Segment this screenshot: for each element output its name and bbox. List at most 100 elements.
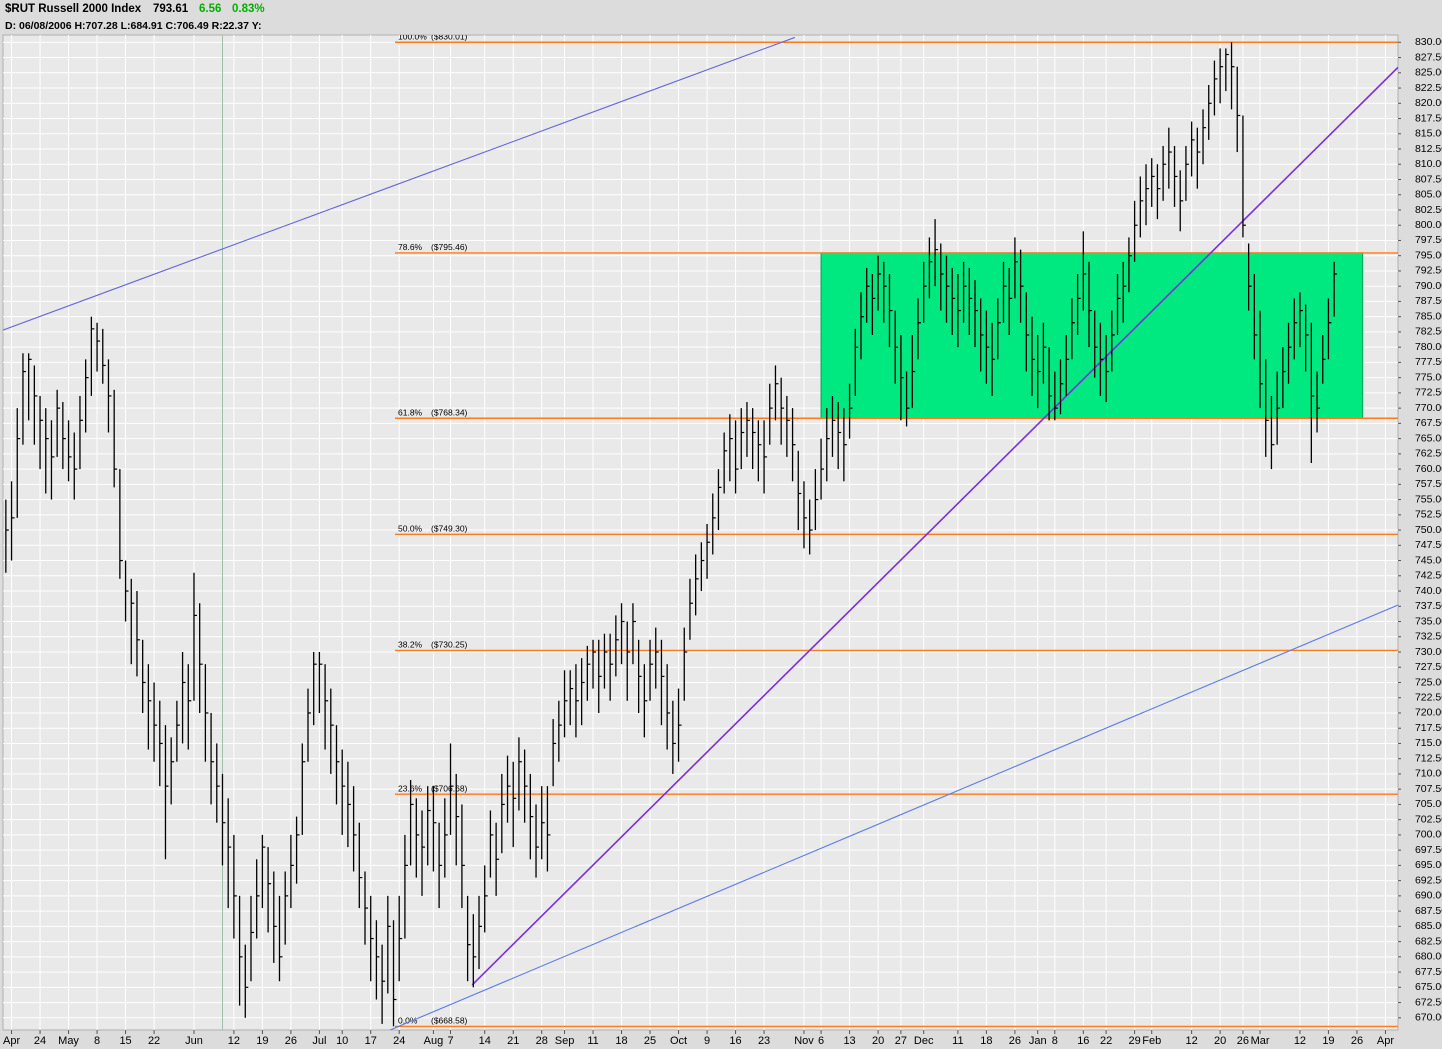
x-tick-label: 25 bbox=[644, 1035, 656, 1047]
y-tick-label: 735.00 bbox=[1415, 615, 1442, 627]
y-tick-label: 730.00 bbox=[1415, 646, 1442, 658]
y-tick-label: 815.00 bbox=[1415, 128, 1442, 140]
y-tick-label: 800.00 bbox=[1415, 219, 1442, 231]
y-tick-label: 795.00 bbox=[1415, 249, 1442, 261]
trend-line bbox=[389, 604, 1398, 1030]
y-tick-label: 765.00 bbox=[1415, 432, 1442, 444]
change-percent: 0.83% bbox=[232, 3, 265, 15]
x-tick-label: 12 bbox=[1294, 1035, 1306, 1047]
y-tick-label: 807.50 bbox=[1415, 173, 1442, 185]
y-tick-label: 680.00 bbox=[1415, 951, 1442, 963]
y-tick-label: 720.00 bbox=[1415, 707, 1442, 719]
y-tick-label: 775.00 bbox=[1415, 371, 1442, 383]
x-tick-label: 18 bbox=[980, 1035, 992, 1047]
y-tick-label: 772.50 bbox=[1415, 387, 1442, 399]
x-tick-label: Jul bbox=[312, 1035, 326, 1047]
y-tick-label: 690.00 bbox=[1415, 890, 1442, 902]
x-tick-label: Mar bbox=[1251, 1035, 1270, 1047]
x-tick-label: Apr bbox=[1377, 1035, 1394, 1047]
y-tick-label: 722.50 bbox=[1415, 692, 1442, 704]
x-tick-label: Jan bbox=[1029, 1035, 1047, 1047]
x-tick-label: 14 bbox=[479, 1035, 491, 1047]
x-tick-label: 17 bbox=[365, 1035, 377, 1047]
x-tick-label: 23 bbox=[758, 1035, 770, 1047]
y-tick-label: 725.00 bbox=[1415, 676, 1442, 688]
y-tick-label: 727.50 bbox=[1415, 661, 1442, 673]
y-tick-label: 790.00 bbox=[1415, 280, 1442, 292]
x-tick-label: 20 bbox=[872, 1035, 884, 1047]
y-tick-label: 717.50 bbox=[1415, 722, 1442, 734]
x-tick-label: Sep bbox=[555, 1035, 575, 1047]
fib-price: ($830.01) bbox=[431, 32, 468, 42]
y-tick-label: 780.00 bbox=[1415, 341, 1442, 353]
x-tick-label: May bbox=[58, 1035, 79, 1047]
x-tick-label: 26 bbox=[285, 1035, 297, 1047]
plot: 100.0% ($830.01) 78.6% ($795.46) 61.8% ($768.… bbox=[3, 32, 1398, 1030]
y-tick-label: 700.00 bbox=[1415, 829, 1442, 841]
x-tick-label: 9 bbox=[704, 1035, 710, 1047]
y-tick-label: 822.50 bbox=[1415, 82, 1442, 94]
y-tick-label: 745.00 bbox=[1415, 554, 1442, 566]
trend-line bbox=[3, 36, 796, 331]
y-tick-label: 797.50 bbox=[1415, 234, 1442, 246]
x-tick-label: 8 bbox=[1052, 1035, 1058, 1047]
y-tick-label: 770.00 bbox=[1415, 402, 1442, 414]
x-tick-label: 11 bbox=[952, 1035, 963, 1047]
y-tick-label: 750.00 bbox=[1415, 524, 1442, 536]
x-tick-label: 26 bbox=[1351, 1035, 1363, 1047]
fib-label: 78.6% bbox=[398, 242, 423, 252]
x-tick-label: 7 bbox=[447, 1035, 453, 1047]
y-tick-label: 707.50 bbox=[1415, 783, 1442, 795]
y-tick-label: 762.50 bbox=[1415, 448, 1442, 460]
x-tick-label: 10 bbox=[336, 1035, 348, 1047]
y-tick-label: 742.50 bbox=[1415, 570, 1442, 582]
x-tick-label: 24 bbox=[393, 1035, 405, 1047]
y-tick-label: 695.00 bbox=[1415, 859, 1442, 871]
y-tick-label: 670.00 bbox=[1415, 1012, 1442, 1024]
x-tick-label: Aug bbox=[424, 1035, 444, 1047]
fib-label: 0.0% bbox=[398, 1016, 418, 1026]
y-tick-label: 810.00 bbox=[1415, 158, 1442, 170]
x-tick-label: 29 bbox=[1128, 1035, 1140, 1047]
y-tick-label: 747.50 bbox=[1415, 539, 1442, 551]
x-tick-label: 13 bbox=[843, 1035, 855, 1047]
x-tick-label: 28 bbox=[536, 1035, 548, 1047]
change: 6.56 bbox=[199, 3, 221, 15]
x-tick-label: 11 bbox=[587, 1035, 598, 1047]
chart-title: $RUT Russell 2000 Index bbox=[5, 3, 142, 15]
x-tick-label: 12 bbox=[1186, 1035, 1198, 1047]
x-tick-label: Jun bbox=[185, 1035, 203, 1047]
trend-line bbox=[471, 66, 1398, 986]
highlight-zone bbox=[820, 252, 1364, 419]
y-tick-label: 777.50 bbox=[1415, 356, 1442, 368]
y-tick-label: 792.50 bbox=[1415, 265, 1442, 277]
y-tick-label: 787.50 bbox=[1415, 295, 1442, 307]
y-tick-label: 675.00 bbox=[1415, 981, 1442, 993]
y-tick-label: 740.00 bbox=[1415, 585, 1442, 597]
y-tick-label: 672.50 bbox=[1415, 996, 1442, 1008]
x-tick-label: Feb bbox=[1142, 1035, 1161, 1047]
y-tick-label: 752.50 bbox=[1415, 509, 1442, 521]
y-tick-label: 685.00 bbox=[1415, 920, 1442, 932]
last-price: 793.61 bbox=[153, 3, 189, 15]
info-line: D: 06/08/2006 H:707.28 L:684.91 C:706.49… bbox=[5, 20, 261, 32]
fib-price: ($768.34) bbox=[431, 407, 468, 417]
y-tick-label: 732.50 bbox=[1415, 631, 1442, 643]
fib-price: ($749.30) bbox=[431, 524, 468, 534]
x-tick-label: 19 bbox=[1322, 1035, 1334, 1047]
x-tick-label: Dec bbox=[914, 1035, 934, 1047]
y-tick-label: 757.50 bbox=[1415, 478, 1442, 490]
plot-area bbox=[2, 34, 1399, 1031]
y-tick-label: 755.00 bbox=[1415, 493, 1442, 505]
y-tick-label: 817.50 bbox=[1415, 112, 1442, 124]
x-tick-label: 20 bbox=[1214, 1035, 1226, 1047]
y-tick-label: 820.00 bbox=[1415, 97, 1442, 109]
fib-price: ($730.25) bbox=[431, 640, 468, 650]
y-tick-label: 760.00 bbox=[1415, 463, 1442, 475]
x-tick-label: 22 bbox=[148, 1035, 160, 1047]
x-tick-label: 16 bbox=[1077, 1035, 1089, 1047]
fib-label: 50.0% bbox=[398, 524, 423, 534]
y-tick-label: 785.00 bbox=[1415, 310, 1442, 322]
y-tick-label: 805.00 bbox=[1415, 189, 1442, 201]
